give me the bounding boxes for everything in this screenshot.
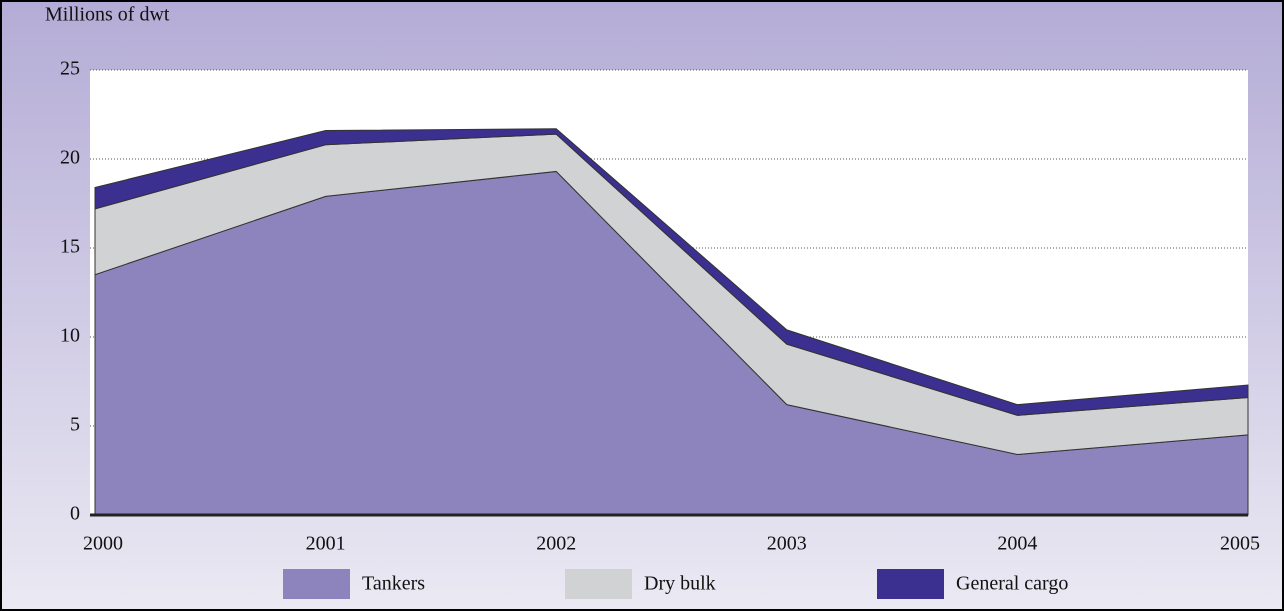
legend-swatch xyxy=(565,569,632,599)
area xyxy=(94,128,1249,416)
y-tick-label: 20 xyxy=(60,147,80,169)
y-tick-label: 25 xyxy=(60,58,80,80)
y-tick-label: 15 xyxy=(60,236,80,258)
legend-swatch xyxy=(877,569,944,599)
legend-label: General cargo xyxy=(956,573,1068,595)
x-tick-label: 2004 xyxy=(997,533,1037,555)
y-axis-label: Millions of dwt xyxy=(45,4,170,26)
y-tick-label: 5 xyxy=(70,414,80,436)
legend-label: Dry bulk xyxy=(644,573,716,595)
x-tick-label: 2000 xyxy=(83,533,123,555)
legend-swatch xyxy=(283,569,350,599)
x-tick-label: 2002 xyxy=(536,533,576,555)
y-tick-label: 10 xyxy=(60,325,80,347)
x-tick-label: 2001 xyxy=(306,533,346,555)
legend-label: Tankers xyxy=(362,573,425,595)
x-tick-label: 2005 xyxy=(1220,533,1260,555)
x-tick-label: 2003 xyxy=(767,533,807,555)
y-tick-label: 0 xyxy=(70,503,80,525)
